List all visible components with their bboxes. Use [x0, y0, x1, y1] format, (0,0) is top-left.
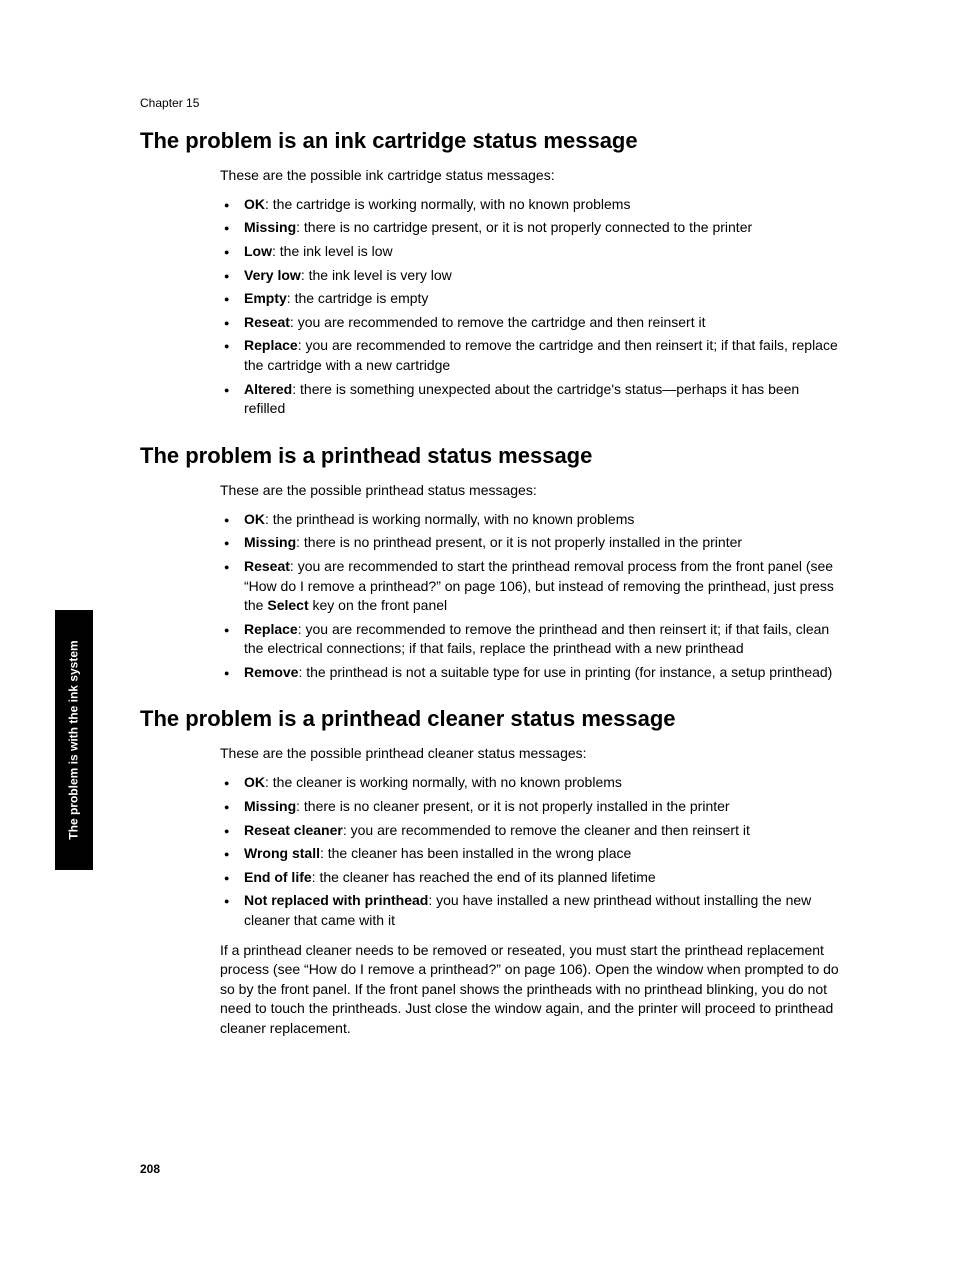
list-item: Remove: the printhead is not a suitable …	[220, 663, 840, 683]
status-desc: : you are recommended to remove the clea…	[343, 822, 750, 838]
status-list: OK: the cartridge is working normally, w…	[220, 195, 840, 419]
section-printhead-cleaner: The problem is a printhead cleaner statu…	[140, 706, 840, 1038]
status-term: Replace	[244, 337, 298, 353]
status-desc: : the cleaner has reached the end of its…	[312, 869, 656, 885]
status-term: Reseat	[244, 558, 290, 574]
status-desc: : there is something unexpected about th…	[244, 381, 799, 417]
status-term: Missing	[244, 534, 296, 550]
list-item: Missing: there is no cleaner present, or…	[220, 797, 840, 817]
inline-bold: Select	[267, 597, 308, 613]
status-term: Very low	[244, 267, 301, 283]
heading-printhead: The problem is a printhead status messag…	[140, 443, 840, 469]
section-printhead: The problem is a printhead status messag…	[140, 443, 840, 683]
status-term: OK	[244, 196, 265, 212]
status-desc: key on the front panel	[309, 597, 448, 613]
intro-text: These are the possible printhead status …	[220, 481, 840, 500]
status-desc: : there is no printhead present, or it i…	[296, 534, 742, 550]
status-desc: : you are recommended to remove the cart…	[244, 337, 838, 373]
status-term: Missing	[244, 219, 296, 235]
list-item: Not replaced with printhead: you have in…	[220, 891, 840, 930]
status-desc: : the printhead is working normally, wit…	[265, 511, 634, 527]
list-item: Reseat cleaner: you are recommended to r…	[220, 821, 840, 841]
status-term: Remove	[244, 664, 298, 680]
list-item: Missing: there is no printhead present, …	[220, 533, 840, 553]
list-item: Empty: the cartridge is empty	[220, 289, 840, 309]
list-item: Wrong stall: the cleaner has been instal…	[220, 844, 840, 864]
status-term: OK	[244, 774, 265, 790]
side-tab-label: The problem is with the ink system	[67, 640, 81, 839]
list-item: End of life: the cleaner has reached the…	[220, 868, 840, 888]
status-term: OK	[244, 511, 265, 527]
status-term: Wrong stall	[244, 845, 320, 861]
status-term: Replace	[244, 621, 298, 637]
status-desc: : there is no cartridge present, or it i…	[296, 219, 752, 235]
heading-printhead-cleaner: The problem is a printhead cleaner statu…	[140, 706, 840, 732]
section-ink-cartridge: The problem is an ink cartridge status m…	[140, 128, 840, 419]
intro-text: These are the possible printhead cleaner…	[220, 744, 840, 763]
heading-ink-cartridge: The problem is an ink cartridge status m…	[140, 128, 840, 154]
status-desc: : there is no cleaner present, or it is …	[296, 798, 729, 814]
list-item: Very low: the ink level is very low	[220, 266, 840, 286]
list-item: Low: the ink level is low	[220, 242, 840, 262]
chapter-label: Chapter 15	[140, 96, 199, 110]
side-tab: The problem is with the ink system	[55, 610, 93, 870]
list-item: Replace: you are recommended to remove t…	[220, 336, 840, 375]
status-term: Empty	[244, 290, 287, 306]
status-desc: : the ink level is low	[272, 243, 393, 259]
list-item: OK: the cleaner is working normally, wit…	[220, 773, 840, 793]
status-term: Reseat cleaner	[244, 822, 343, 838]
list-item: OK: the cartridge is working normally, w…	[220, 195, 840, 215]
list-item: Reseat: you are recommended to remove th…	[220, 313, 840, 333]
status-term: Missing	[244, 798, 296, 814]
status-term: Low	[244, 243, 272, 259]
followup-text: If a printhead cleaner needs to be remov…	[220, 941, 840, 1039]
status-desc: : the cartridge is empty	[287, 290, 429, 306]
status-desc: : the printhead is not a suitable type f…	[298, 664, 832, 680]
status-desc: : you are recommended to remove the prin…	[244, 621, 829, 657]
status-desc: : the cleaner has been installed in the …	[320, 845, 631, 861]
list-item: Altered: there is something unexpected a…	[220, 380, 840, 419]
list-item: OK: the printhead is working normally, w…	[220, 510, 840, 530]
list-item: Replace: you are recommended to remove t…	[220, 620, 840, 659]
page-number: 208	[140, 1162, 160, 1176]
list-item: Missing: there is no cartridge present, …	[220, 218, 840, 238]
list-item: Reseat: you are recommended to start the…	[220, 557, 840, 616]
status-term: End of life	[244, 869, 312, 885]
status-term: Reseat	[244, 314, 290, 330]
status-desc: : the cartridge is working normally, wit…	[265, 196, 630, 212]
status-list: OK: the cleaner is working normally, wit…	[220, 773, 840, 930]
status-term: Altered	[244, 381, 292, 397]
status-list: OK: the printhead is working normally, w…	[220, 510, 840, 683]
status-desc: : the ink level is very low	[301, 267, 452, 283]
status-desc: : you are recommended to remove the cart…	[290, 314, 706, 330]
status-desc: : the cleaner is working normally, with …	[265, 774, 622, 790]
page-content: The problem is an ink cartridge status m…	[140, 128, 840, 1038]
intro-text: These are the possible ink cartridge sta…	[220, 166, 840, 185]
status-term: Not replaced with printhead	[244, 892, 428, 908]
